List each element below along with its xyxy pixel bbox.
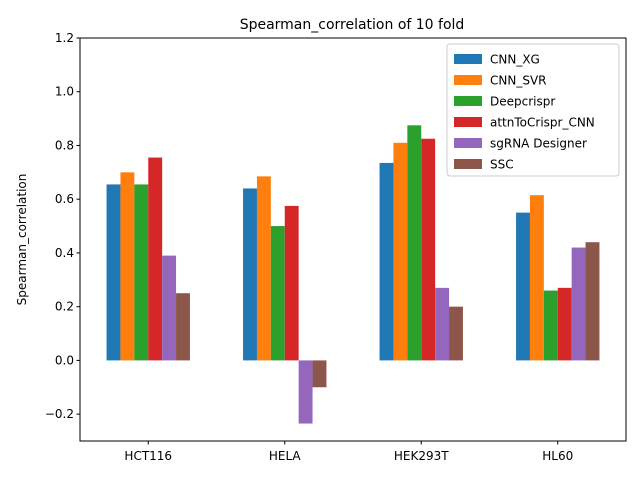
legend-entry: CNN_XG bbox=[490, 53, 540, 67]
y-tick-label: −0.2 bbox=[45, 407, 74, 421]
y-tick-label: 0.0 bbox=[55, 353, 74, 367]
legend-entry: Deepcrispr bbox=[490, 95, 555, 109]
x-tick-label: HELA bbox=[269, 449, 302, 463]
x-tick-label: HCT116 bbox=[124, 449, 172, 463]
bar-sgrna-designer-hek293t bbox=[435, 287, 450, 361]
y-tick-label: 0.6 bbox=[55, 192, 74, 206]
legend-swatch bbox=[454, 138, 482, 148]
bar-cnn-xg-hek293t bbox=[379, 162, 394, 361]
plot-frame bbox=[79, 37, 627, 442]
x-axis: HCT116 HELA HEK293T HL60 bbox=[124, 441, 573, 463]
bar-cnn-xg-hela bbox=[243, 188, 257, 361]
y-tick-label: 0.4 bbox=[55, 246, 74, 260]
bar-ssc-hct116 bbox=[176, 293, 190, 361]
bar-cnn-svr-hela bbox=[256, 176, 271, 361]
bar-cnn-svr-hek293t bbox=[393, 142, 408, 361]
legend-swatch bbox=[454, 75, 482, 85]
bar-attntocrispr-cnn-hl60 bbox=[557, 287, 572, 361]
x-tick-label: HL60 bbox=[542, 449, 573, 463]
legend-swatch bbox=[454, 117, 482, 127]
bar-cnn-svr-hl60 bbox=[529, 195, 544, 361]
bar-attntocrispr-cnn-hct116 bbox=[148, 157, 163, 361]
bar-cnn-xg-hl60 bbox=[516, 212, 530, 361]
y-tick-label: 1.2 bbox=[55, 31, 74, 45]
bar-cnn-svr-hct116 bbox=[120, 172, 135, 361]
bar-sgrna-designer-hl60 bbox=[571, 247, 586, 361]
bar-deepcrispr-hl60 bbox=[543, 290, 558, 361]
legend: CNN_XG CNN_SVR Deepcrispr attnToCrispr_CNNs… bbox=[446, 43, 620, 177]
y-tick-label: 0.8 bbox=[55, 138, 74, 152]
bar-deepcrispr-hek293t bbox=[407, 125, 422, 361]
chart-title: Spearman_correlation of 10 fold bbox=[240, 17, 465, 33]
bar-sgrna-designer-hela bbox=[298, 360, 313, 424]
bar-sgrna-designer-hct116 bbox=[162, 255, 177, 361]
bars-group bbox=[106, 125, 600, 424]
legend-box bbox=[446, 43, 620, 177]
legend-entry: SSC bbox=[490, 158, 514, 172]
bar-deepcrispr-hct116 bbox=[134, 184, 149, 361]
bar-ssc-hl60 bbox=[585, 242, 600, 361]
x-tick-label: HEK293T bbox=[394, 449, 449, 463]
legend-entry: attnToCrispr_CNN bbox=[490, 116, 595, 130]
bar-ssc-hek293t bbox=[449, 306, 463, 361]
bar-ssc-hela bbox=[312, 360, 327, 388]
legend-swatch bbox=[454, 96, 482, 106]
legend-swatch bbox=[454, 54, 482, 64]
y-tick-label: 1.0 bbox=[55, 85, 74, 99]
y-axis: −0.2 0.0 0.2 0.4 0.6 0.8 1.0 1.2 bbox=[45, 31, 80, 421]
bar-attntocrispr-cnn-hela bbox=[284, 205, 299, 361]
legend-entry: sgRNA Designer bbox=[490, 137, 587, 151]
bar-attntocrispr-cnn-hek293t bbox=[421, 138, 436, 361]
y-tick-label: 0.2 bbox=[55, 300, 74, 314]
legend-swatch bbox=[454, 159, 482, 169]
bar-cnn-xg-hct116 bbox=[106, 184, 121, 361]
legend-entry: CNN_SVR bbox=[490, 74, 547, 88]
bar-deepcrispr-hela bbox=[270, 226, 285, 361]
y-axis-label: Spearman_correlation bbox=[15, 174, 29, 306]
